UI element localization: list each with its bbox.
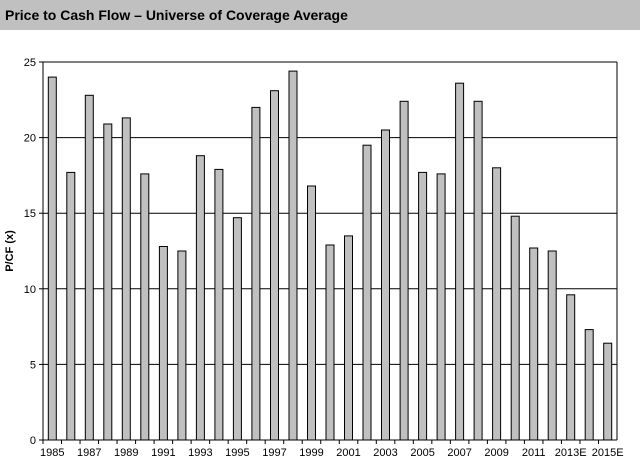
bar-1991 — [158, 246, 168, 441]
x-tick-label: 1989 — [114, 447, 138, 459]
bar-1993 — [195, 155, 205, 441]
bar-1992 — [177, 250, 187, 441]
x-tick-label: 2001 — [336, 447, 360, 459]
x-tick-label: 1987 — [77, 447, 101, 459]
bar-1986 — [66, 171, 76, 441]
x-tick-label: 1997 — [262, 447, 286, 459]
y-tick-label: 10 — [24, 284, 36, 296]
bar-1997 — [270, 90, 279, 441]
bar-2012 — [547, 250, 557, 441]
bar-1994 — [214, 168, 224, 441]
bar-2005 — [418, 171, 428, 441]
bar-2010 — [510, 215, 520, 441]
axes — [39, 61, 618, 444]
bar-2000 — [325, 244, 335, 441]
x-tick-label: 2009 — [484, 447, 508, 459]
x-tick-label: 2011 — [522, 447, 546, 459]
chart-title-bar: Price to Cash Flow – Universe of Coverag… — [0, 0, 640, 30]
bar-2014E — [584, 329, 594, 441]
bar-2001 — [344, 235, 353, 441]
bar-2003 — [381, 129, 390, 441]
bar-2007 — [455, 82, 465, 441]
bar-1988 — [103, 123, 113, 441]
x-tick-label: 2005 — [410, 447, 434, 459]
y-tick-label: 25 — [24, 57, 36, 69]
bar-1999 — [307, 185, 316, 441]
x-tick-label: 1991 — [151, 447, 175, 459]
bar-2009 — [492, 167, 502, 441]
bar-2006 — [436, 173, 446, 441]
x-tick-label: 2003 — [373, 447, 397, 459]
x-tick-label: 2007 — [447, 447, 471, 459]
x-tick-label: 1995 — [225, 447, 249, 459]
bar-1990 — [140, 173, 150, 441]
y-tick-label: 20 — [24, 133, 36, 145]
bar-2002 — [362, 144, 372, 441]
bars — [47, 70, 613, 441]
bar-2004 — [399, 100, 409, 441]
bar-1996 — [251, 106, 261, 441]
y-axis-label: P/CF (x) — [4, 230, 16, 272]
x-tick-label: 1999 — [299, 447, 323, 459]
bar-1998 — [288, 70, 298, 441]
x-tick-labels: 1985 1987 1989 1991 1993 1995 1997 1999 2001 2003… — [40, 447, 624, 459]
bar-2011 — [529, 247, 539, 441]
x-tick-label: 2015E — [592, 447, 624, 459]
bar-1985 — [47, 76, 57, 441]
bar-1987 — [84, 94, 94, 441]
y-tick-label: 15 — [24, 208, 36, 220]
bar-1995 — [232, 217, 242, 441]
bar-1989 — [121, 117, 131, 441]
x-tick-label: 2013E — [555, 447, 587, 459]
x-tick-label: 1985 — [40, 447, 64, 459]
y-tick-labels: 0 5 10 15 20 25 — [24, 57, 36, 447]
chart-title: Price to Cash Flow – Universe of Coverag… — [5, 7, 348, 23]
y-tick-label: 0 — [30, 435, 36, 447]
bar-2015E — [603, 342, 613, 441]
y-tick-label: 5 — [30, 359, 36, 371]
bar-2008 — [473, 100, 483, 441]
x-tick-label: 1993 — [188, 447, 212, 459]
bar-2013E — [566, 294, 576, 441]
